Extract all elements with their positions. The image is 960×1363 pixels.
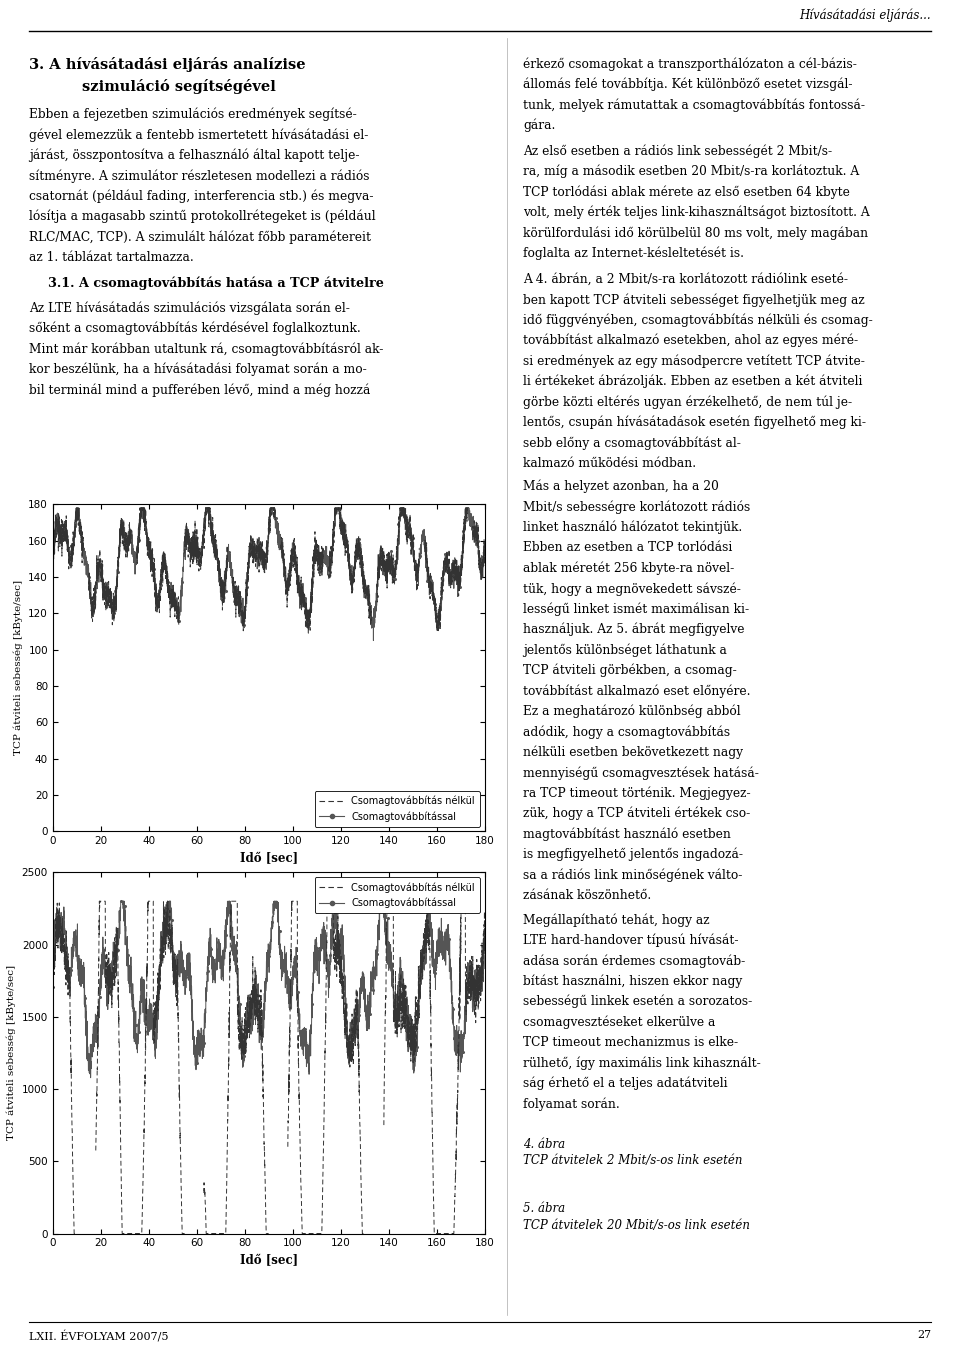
Text: si eredmények az egy másodpercre vetített TCP átvite-: si eredmények az egy másodpercre vetítet… — [523, 354, 865, 368]
Text: 3. A hívásátadási eljárás analízise: 3. A hívásátadási eljárás analízise — [29, 57, 305, 72]
Text: LXII. ÉVFOLYAM 2007/5: LXII. ÉVFOLYAM 2007/5 — [29, 1330, 168, 1343]
Text: Ebben a fejezetben szimulációs eredmények segítsé-: Ebben a fejezetben szimulációs eredménye… — [29, 108, 356, 121]
Text: sebességű linkek esetén a sorozatos-: sebességű linkek esetén a sorozatos- — [523, 995, 753, 1009]
Text: kor beszélünk, ha a hívásátadási folyamat során a mo-: kor beszélünk, ha a hívásátadási folyama… — [29, 363, 367, 376]
Text: lósítja a magasabb szintű protokollrétegeket is (például: lósítja a magasabb szintű protokollréteg… — [29, 210, 375, 224]
Text: továbbítást alkalmazó esetekben, ahol az egyes méré-: továbbítást alkalmazó esetekben, ahol az… — [523, 334, 858, 348]
Text: szimuláció segítségével: szimuláció segítségével — [82, 79, 276, 94]
Text: görbe közti eltérés ugyan érzékelhető, de nem túl je-: görbe közti eltérés ugyan érzékelhető, d… — [523, 395, 852, 409]
Text: TCP átvitelek 2 Mbit/s-os link esetén: TCP átvitelek 2 Mbit/s-os link esetén — [523, 1154, 743, 1168]
Text: állomás felé továbbítja. Két különböző esetet vizsgál-: állomás felé továbbítja. Két különböző e… — [523, 78, 852, 91]
Text: használjuk. Az 5. ábrát megfigyelve: használjuk. Az 5. ábrát megfigyelve — [523, 623, 745, 637]
Text: Az első esetben a rádiós link sebességét 2 Mbit/s-: Az első esetben a rádiós link sebességét… — [523, 144, 832, 158]
Text: ablak méretét 256 kbyte-ra növel-: ablak méretét 256 kbyte-ra növel- — [523, 562, 734, 575]
Text: adása során érdemes csomagtováb-: adása során érdemes csomagtováb- — [523, 954, 746, 968]
Text: gára.: gára. — [523, 119, 556, 132]
Text: RLC/MAC, TCP). A szimulált hálózat főbb paramétereit: RLC/MAC, TCP). A szimulált hálózat főbb … — [29, 230, 371, 244]
Text: sítményre. A szimulátor részletesen modellezi a rádiós: sítményre. A szimulátor részletesen mode… — [29, 169, 370, 183]
Y-axis label: TCP átviteli sebesség [kByte/sec]: TCP átviteli sebesség [kByte/sec] — [7, 965, 16, 1141]
Text: bítást használni, hiszen ekkor nagy: bítást használni, hiszen ekkor nagy — [523, 975, 742, 988]
Text: li értékeket ábrázolják. Ebben az esetben a két átviteli: li értékeket ábrázolják. Ebben az esetbe… — [523, 375, 863, 388]
Text: csomagvesztéseket elkerülve a: csomagvesztéseket elkerülve a — [523, 1015, 715, 1029]
Text: TCP timeout mechanizmus is elke-: TCP timeout mechanizmus is elke- — [523, 1036, 738, 1050]
Text: Mint már korábban utaltunk rá, csomagtovábbításról ak-: Mint már korábban utaltunk rá, csomagtov… — [29, 342, 383, 356]
Text: zásának köszönhető.: zásának köszönhető. — [523, 889, 652, 902]
Text: ra TCP timeout történik. Megjegyez-: ra TCP timeout történik. Megjegyez- — [523, 786, 751, 800]
Text: ra, míg a második esetben 20 Mbit/s-ra korlátoztuk. A: ra, míg a második esetben 20 Mbit/s-ra k… — [523, 165, 859, 179]
Text: zük, hogy a TCP átviteli értékek cso-: zük, hogy a TCP átviteli értékek cso- — [523, 807, 751, 821]
Legend: Csomagtovábbítás nélkül, Csomagtovábbítással: Csomagtovábbítás nélkül, Csomagtovábbítá… — [315, 791, 480, 826]
Text: sőként a csomagtovábbítás kérdésével foglalkoztunk.: sőként a csomagtovábbítás kérdésével fog… — [29, 322, 361, 335]
Text: nélküli esetben bekövetkezett nagy: nélküli esetben bekövetkezett nagy — [523, 746, 743, 759]
Text: sebb előny a csomagtovábbítást al-: sebb előny a csomagtovábbítást al- — [523, 436, 741, 450]
Text: 3.1. A csomagtovábbítás hatása a TCP átvitelre: 3.1. A csomagtovábbítás hatása a TCP átv… — [48, 277, 384, 290]
Text: TCP átviteli görbékben, a csomag-: TCP átviteli görbékben, a csomag- — [523, 664, 737, 677]
Text: ság érhető el a teljes adatátviteli: ság érhető el a teljes adatátviteli — [523, 1077, 728, 1090]
Text: 4. ábra: 4. ábra — [523, 1138, 565, 1152]
Text: lességű linket ismét maximálisan ki-: lességű linket ismét maximálisan ki- — [523, 602, 750, 616]
Text: Mbit/s sebességre korlátozott rádiós: Mbit/s sebességre korlátozott rádiós — [523, 500, 751, 514]
Text: foglalta az Internet-késleltetését is.: foglalta az Internet-késleltetését is. — [523, 247, 744, 260]
Text: Ez a meghatározó különbség abból: Ez a meghatározó különbség abból — [523, 705, 741, 718]
Legend: Csomagtovábbítás nélkül, Csomagtovábbítással: Csomagtovábbítás nélkül, Csomagtovábbítá… — [315, 878, 480, 913]
Text: linket használó hálózatot tekintjük.: linket használó hálózatot tekintjük. — [523, 521, 742, 534]
Text: sa a rádiós link minőségének válto-: sa a rádiós link minőségének válto- — [523, 868, 743, 882]
Text: volt, mely érték teljes link-kihasználtságot biztosított. A: volt, mely érték teljes link-kihasználts… — [523, 206, 870, 219]
Text: Megállapítható tehát, hogy az: Megállapítható tehát, hogy az — [523, 913, 709, 927]
Text: csatornát (például fading, interferencia stb.) és megva-: csatornát (például fading, interferencia… — [29, 189, 373, 203]
Text: folyamat során.: folyamat során. — [523, 1097, 620, 1111]
Text: idő függvényében, csomagtovábbítás nélküli és csomag-: idő függvényében, csomagtovábbítás nélkü… — [523, 313, 873, 327]
Text: TCP átvitelek 20 Mbit/s-os link esetén: TCP átvitelek 20 Mbit/s-os link esetén — [523, 1219, 750, 1232]
Text: Hívásátadási eljárás...: Hívásátadási eljárás... — [800, 8, 931, 22]
Text: továbbítást alkalmazó eset előnyére.: továbbítást alkalmazó eset előnyére. — [523, 684, 751, 698]
Text: kalmazó működési módban.: kalmazó működési módban. — [523, 457, 696, 470]
Text: LTE hard-handover típusú hívását-: LTE hard-handover típusú hívását- — [523, 934, 738, 947]
Text: körülfordulási idő körülbelül 80 ms volt, mely magában: körülfordulási idő körülbelül 80 ms volt… — [523, 226, 869, 240]
Text: jelentős különbséget láthatunk a: jelentős különbséget láthatunk a — [523, 643, 727, 657]
Text: magtovábbítást használó esetben: magtovábbítást használó esetben — [523, 827, 732, 841]
Text: adódik, hogy a csomagtovábbítás: adódik, hogy a csomagtovábbítás — [523, 725, 731, 739]
Text: Más a helyzet azonban, ha a 20: Más a helyzet azonban, ha a 20 — [523, 480, 719, 493]
X-axis label: Idő [sec]: Idő [sec] — [240, 852, 298, 866]
Text: az 1. táblázat tartalmazza.: az 1. táblázat tartalmazza. — [29, 251, 194, 264]
Text: érkező csomagokat a transzporthálózaton a cél-bázis-: érkező csomagokat a transzporthálózaton … — [523, 57, 857, 71]
Text: mennyiségű csomagvesztések hatásá-: mennyiségű csomagvesztések hatásá- — [523, 766, 759, 780]
Text: Az LTE hívásátadás szimulációs vizsgálata során el-: Az LTE hívásátadás szimulációs vizsgálat… — [29, 301, 349, 315]
Text: 5. ábra: 5. ábra — [523, 1202, 565, 1216]
Text: rülhető, így maximális link kihasznált-: rülhető, így maximális link kihasznált- — [523, 1056, 761, 1070]
Text: gével elemezzük a fentebb ismertetett hívásátadási el-: gével elemezzük a fentebb ismertetett hí… — [29, 128, 369, 142]
Text: bil terminál mind a pufferében lévő, mind a még hozzá: bil terminál mind a pufferében lévő, min… — [29, 383, 371, 397]
Text: TCP torlódási ablak mérete az első esetben 64 kbyte: TCP torlódási ablak mérete az első esetb… — [523, 185, 850, 199]
Text: is megfigyelhető jelentős ingadozá-: is megfigyelhető jelentős ingadozá- — [523, 848, 743, 861]
Y-axis label: TCP átviteli sebesség [kByte/sec]: TCP átviteli sebesség [kByte/sec] — [13, 581, 23, 755]
Text: tük, hogy a megnövekedett sávszé-: tük, hogy a megnövekedett sávszé- — [523, 582, 741, 596]
Text: ben kapott TCP átviteli sebességet figyelhetjük meg az: ben kapott TCP átviteli sebességet figye… — [523, 293, 865, 307]
Text: járást, összpontosítva a felhasználó által kapott telje-: járást, összpontosítva a felhasználó ált… — [29, 149, 359, 162]
Text: Ebben az esetben a TCP torlódási: Ebben az esetben a TCP torlódási — [523, 541, 732, 555]
Text: A 4. ábrán, a 2 Mbit/s-ra korlátozott rádiólink eseté-: A 4. ábrán, a 2 Mbit/s-ra korlátozott rá… — [523, 273, 849, 286]
Text: lentős, csupán hívásátadások esetén figyelhető meg ki-: lentős, csupán hívásátadások esetén figy… — [523, 416, 866, 429]
X-axis label: Idő [sec]: Idő [sec] — [240, 1254, 298, 1268]
Text: tunk, melyek rámutattak a csomagtovábbítás fontossá-: tunk, melyek rámutattak a csomagtovábbít… — [523, 98, 865, 112]
Text: 27: 27 — [917, 1330, 931, 1340]
